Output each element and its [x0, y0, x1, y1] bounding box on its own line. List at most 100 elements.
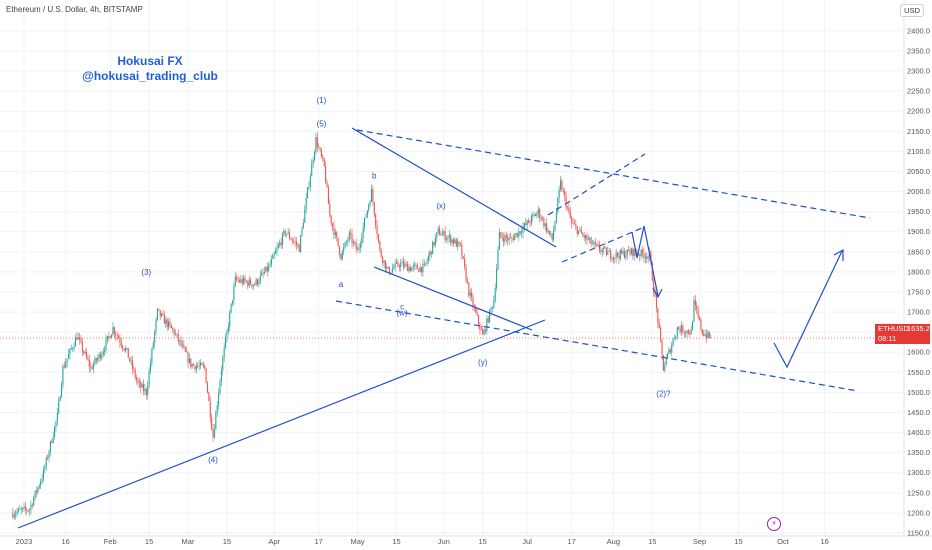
candle-body — [291, 239, 293, 241]
candle-body — [596, 244, 598, 245]
candle-body — [610, 250, 612, 259]
candle-body — [63, 366, 65, 368]
candle-body — [197, 366, 199, 367]
candle-body — [700, 319, 702, 330]
candle-body — [471, 292, 473, 298]
candle-body — [532, 214, 534, 216]
candle-body — [290, 238, 292, 240]
watermark-title: Hokusai FX — [117, 54, 183, 68]
trendline-support — [17, 319, 546, 529]
candle-body — [384, 260, 386, 269]
candle-body — [309, 176, 311, 187]
candle-body — [501, 236, 503, 239]
candle-body — [124, 348, 127, 351]
candle-body — [332, 223, 334, 227]
candle-body — [544, 223, 546, 227]
candle-body — [13, 515, 15, 518]
candle-body — [325, 166, 327, 183]
candle-body — [568, 207, 570, 211]
wave-label: (4) — [208, 456, 218, 465]
candle-body — [559, 180, 562, 190]
candle-body — [491, 307, 493, 309]
candle-body — [536, 213, 538, 216]
candle-body — [557, 198, 559, 213]
x-tick-label: 17 — [567, 537, 575, 546]
time-axis[interactable]: 2023 16 Feb 15 Mar 15 Apr 17 May 15 Jun 15 Jul 17 Aug 1… — [0, 535, 932, 546]
candle-body — [251, 284, 253, 287]
elliott-wave-drawings[interactable] — [17, 127, 871, 529]
candle-body — [675, 335, 677, 339]
candle-body — [280, 242, 282, 245]
candle-body — [70, 348, 72, 350]
candle-body — [49, 441, 51, 452]
candle-body — [400, 263, 402, 267]
candle-body — [275, 251, 277, 254]
candle-body — [15, 513, 17, 516]
candle-body — [373, 202, 375, 215]
candle-body — [112, 327, 114, 335]
candle-body — [376, 225, 378, 235]
candle-body — [225, 337, 227, 348]
candle-body — [26, 509, 28, 511]
candle-body — [389, 268, 391, 274]
price-axis[interactable]: 1150.0 1200.0 1250.0 1300.0 1350.0 1400.0 1450… — [903, 0, 930, 538]
x-tick-label: Feb — [104, 537, 117, 546]
candle-body — [696, 305, 698, 311]
candle-body — [245, 281, 247, 282]
candle-body — [667, 353, 669, 359]
currency-selector[interactable]: USD — [900, 4, 924, 17]
candle-body — [680, 325, 683, 332]
x-tick-label: 16 — [62, 537, 70, 546]
candle-body — [201, 363, 203, 365]
candle-body — [642, 249, 644, 254]
candle-body — [33, 497, 35, 506]
candle-body — [462, 256, 464, 259]
candle-body — [671, 345, 673, 353]
candle-body — [678, 327, 680, 330]
candle-body — [134, 369, 136, 378]
candle-body — [372, 188, 374, 203]
candle-body — [658, 322, 660, 328]
candle-body — [276, 247, 278, 252]
candle-body — [51, 441, 53, 443]
candle-body — [233, 286, 235, 301]
candle-body — [286, 233, 288, 235]
candle-body — [594, 241, 596, 245]
candle-body — [433, 241, 435, 246]
y-tick-label: 2250.0 — [907, 87, 930, 96]
candle-body — [266, 266, 268, 272]
candle-body — [202, 364, 204, 366]
candle-body — [243, 277, 245, 284]
candle-body — [686, 330, 688, 334]
candle-body — [144, 388, 146, 392]
candle-body — [258, 281, 260, 285]
candle-body — [633, 249, 635, 257]
candle-body — [662, 354, 664, 371]
y-tick-label: 1300.0 — [907, 468, 930, 477]
candle-body — [116, 335, 118, 337]
candle-body — [412, 265, 414, 268]
candle-body — [316, 136, 318, 148]
y-tick-label: 1400.0 — [907, 428, 930, 437]
candle-body — [319, 147, 321, 150]
x-tick-label: Apr — [268, 537, 280, 546]
candle-body — [301, 227, 303, 236]
candle-body — [409, 267, 411, 271]
candle-body — [311, 163, 313, 177]
candle-body — [608, 250, 610, 252]
lightning-icon[interactable]: ⚡ — [767, 517, 781, 531]
candle-body — [464, 258, 466, 267]
candle-body — [418, 268, 420, 272]
candle-body — [450, 235, 452, 243]
candle-body — [475, 307, 477, 313]
candle-body — [281, 233, 284, 245]
candle-body — [555, 212, 557, 223]
candle-body — [117, 336, 120, 339]
x-tick-label: Jun — [438, 537, 450, 546]
candle-body — [90, 366, 92, 368]
y-tick-label: 2000.0 — [907, 187, 930, 196]
price-tag-countdown: 08:11 — [878, 334, 897, 343]
candle-body — [607, 251, 609, 255]
y-tick-label: 1900.0 — [907, 227, 930, 236]
